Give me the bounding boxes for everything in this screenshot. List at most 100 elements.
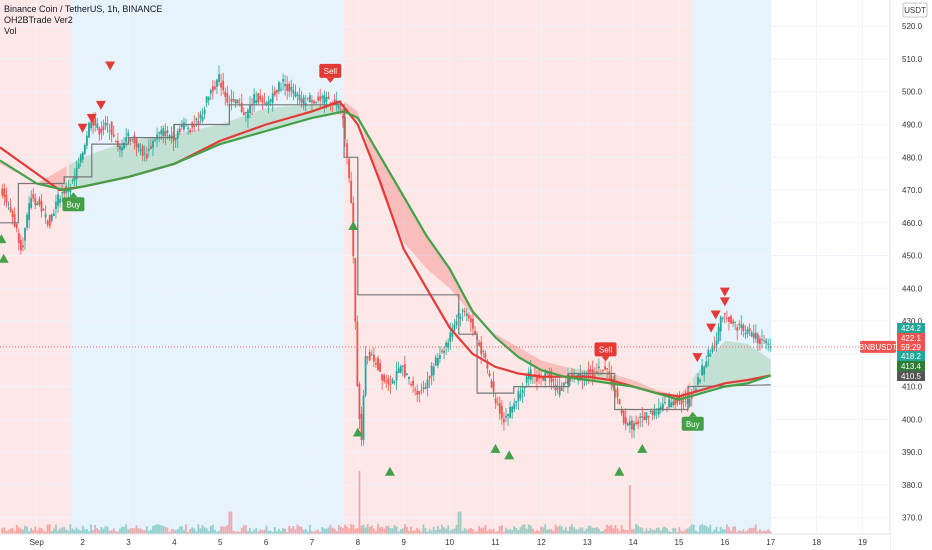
volume-bar (364, 527, 367, 534)
candle-body (740, 324, 743, 329)
y-tick-label: 370.0 (902, 514, 923, 523)
sell-signal-text: Sell (324, 67, 338, 76)
candle-body (436, 358, 439, 366)
volume-bar (418, 529, 421, 534)
volume-bar (222, 526, 225, 534)
volume-bar (403, 524, 406, 534)
volume-bar (172, 529, 175, 534)
volume-bar (661, 527, 664, 534)
candle-body (162, 128, 165, 137)
volume-bar (69, 524, 72, 534)
volume-bar (556, 527, 559, 534)
volume-bar (389, 527, 392, 534)
volume-bar (77, 529, 80, 534)
candle-body (57, 194, 59, 206)
volume-bar (482, 527, 485, 534)
volume-bar (325, 528, 328, 534)
candle-body (486, 360, 489, 369)
candle-body (767, 343, 770, 345)
candle-body (434, 357, 437, 366)
candle-body (255, 100, 258, 104)
volume-bar (61, 527, 64, 534)
volume-bar (725, 524, 728, 534)
candle-body (746, 329, 749, 334)
candle-body (269, 99, 272, 102)
volume-bar (587, 525, 590, 534)
volume-bar (135, 525, 138, 534)
candle-body (674, 399, 677, 405)
candle-body (620, 409, 623, 414)
candle-body (428, 375, 431, 379)
volume-bar (525, 528, 528, 534)
sell-triangle-marker (719, 287, 730, 297)
volume-bar (127, 529, 130, 534)
volume-bar (205, 528, 208, 534)
candle-body (92, 118, 95, 126)
candle-body (24, 228, 26, 241)
volume-bar (447, 525, 450, 534)
price-tag (897, 342, 925, 352)
candle-body (604, 366, 606, 370)
volume-bar (383, 528, 386, 534)
volume-bar (327, 527, 330, 534)
candle-body (377, 358, 379, 370)
price-tag-label: 424.2 (901, 324, 922, 333)
volume-bar (738, 530, 741, 534)
volume-bar (492, 528, 495, 534)
volume-bar (519, 526, 522, 534)
candle-body (416, 391, 419, 395)
volume-bar (170, 529, 173, 534)
volume-bar (728, 527, 730, 534)
volume-bar (166, 527, 169, 534)
currency-button[interactable] (902, 2, 928, 18)
volume-bar (668, 531, 670, 534)
volume-bar (721, 529, 724, 534)
volume-bar (220, 526, 223, 534)
volume-bar (651, 529, 654, 534)
volume-bar (455, 524, 458, 534)
candle-body (273, 91, 276, 96)
candle-body (214, 86, 216, 90)
candle-body (593, 375, 596, 378)
volume-bar (432, 526, 435, 534)
candle-body (19, 240, 22, 251)
volume-bar (672, 528, 675, 534)
volume-bar (24, 525, 26, 534)
candle-body (703, 367, 706, 375)
x-tick-label: 6 (264, 538, 269, 547)
candle-body (564, 382, 567, 384)
candle-body (554, 384, 557, 391)
volume-bar (602, 530, 604, 534)
volume-bar (178, 526, 181, 534)
volume-bar (542, 527, 545, 534)
candle-body (114, 141, 117, 143)
volume-bar (294, 529, 297, 534)
volume-bar (538, 530, 540, 534)
x-tick-label: 8 (356, 538, 361, 547)
candle-body (226, 93, 229, 103)
volume-bar (391, 528, 394, 534)
volume-bar (381, 526, 384, 534)
volume-bar (86, 529, 88, 534)
volume-bar (637, 525, 640, 534)
x-tick-label: 18 (812, 538, 821, 547)
buy-triangle-marker (637, 443, 648, 453)
volume-bar (395, 526, 398, 534)
volume-bar (302, 529, 305, 534)
volume-bar (46, 524, 49, 534)
volume-bar (581, 527, 584, 534)
candle-body (220, 82, 223, 88)
volume-bar (657, 527, 660, 534)
volume-bar (742, 529, 745, 534)
volume-bar (57, 530, 59, 534)
buy-signal-text: Buy (67, 200, 81, 209)
step-line (0, 104, 771, 411)
volume-bar (358, 471, 361, 534)
sell-triangle-marker (105, 61, 116, 71)
volume-bar (203, 527, 206, 534)
candle-body (728, 316, 730, 323)
volume-bar (688, 526, 691, 534)
volume-bar (769, 531, 772, 534)
candle-body (195, 118, 198, 121)
